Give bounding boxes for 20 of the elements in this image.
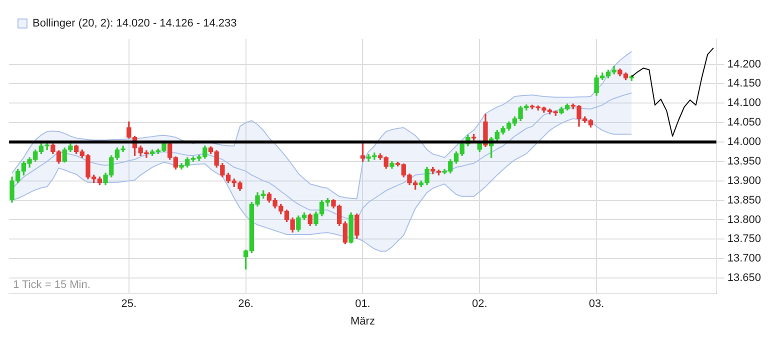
- y-tick-label: 13.650: [727, 272, 762, 284]
- y-tick-label: 13.850: [727, 194, 762, 206]
- y-tick-label: 14.050: [727, 116, 762, 129]
- legend-label: Bollinger (20, 2): 14.020 - 14.126 - 14.233: [32, 18, 237, 30]
- annotation: 1 Tick = 15 Min.: [13, 279, 90, 292]
- y-tick-label: 14.000: [727, 136, 762, 148]
- y-tick-label: 13.750: [727, 233, 762, 246]
- x-tick-label: 03.: [588, 298, 604, 310]
- y-tick-label: 14.200: [727, 58, 762, 70]
- x-tick-label: 01.: [355, 298, 370, 310]
- x-tick-label: 25.: [121, 298, 137, 310]
- y-tick-label: 14.150: [727, 78, 762, 90]
- y-tick-label: 13.950: [727, 155, 762, 168]
- y-tick-label: 14.100: [727, 97, 762, 110]
- y-tick-label: 13.900: [727, 174, 762, 187]
- x-tick-label: 26.: [238, 298, 254, 310]
- x-tick-label: 02.: [472, 298, 488, 310]
- x-axis-title: März: [350, 315, 375, 328]
- y-tick-label: 13.800: [727, 214, 762, 226]
- y-tick-label: 13.700: [727, 252, 762, 265]
